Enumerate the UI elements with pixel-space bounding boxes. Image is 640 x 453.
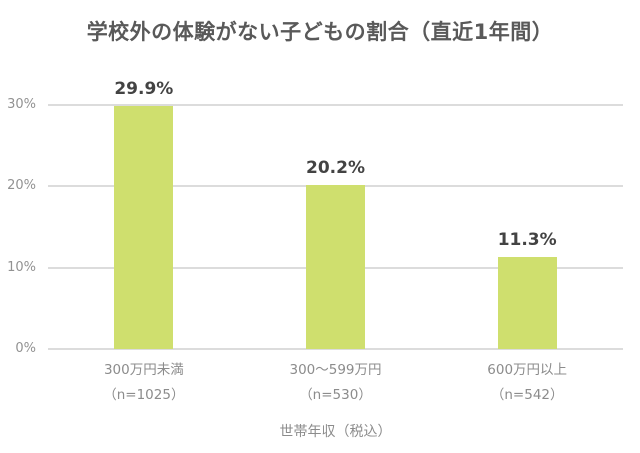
gridline (48, 104, 623, 106)
y-axis-tick-label: 20% (7, 178, 36, 194)
bar (114, 105, 174, 349)
bar (306, 184, 365, 349)
bar-value-label: 11.3% (497, 230, 557, 251)
bar-slot: 20.2% (240, 0, 432, 349)
plot-area: 29.9% 20.2% 11.3% (48, 0, 623, 349)
category-label: 300〜599万円 (289, 362, 382, 378)
category-label-group: 300万円未満 （n=1025） (48, 358, 240, 408)
category-label-group: 300〜599万円 （n=530） (240, 358, 432, 408)
y-axis-tick-label: 30% (7, 97, 36, 112)
bar-value-label: 20.2% (306, 157, 365, 178)
category-sublabel: （n=530） (299, 387, 372, 403)
x-axis-title: 世帯年収（税込） (279, 424, 392, 440)
category-sublabel: （n=1025） (103, 387, 185, 403)
gridline (48, 348, 623, 350)
category-label-group: 600万円以上 （n=542） (431, 358, 623, 408)
y-axis-tick-label: 0% (15, 341, 36, 356)
x-axis-category-labels: 300万円未満 （n=1025） 300〜599万円 （n=530） 600万円以上 （n… (48, 358, 623, 408)
bar-value-label: 29.9% (114, 78, 174, 99)
category-label: 300万円未満 (103, 362, 184, 378)
bar-slot: 29.9% (48, 0, 240, 349)
bar (497, 257, 557, 349)
bar-slot: 11.3% (431, 0, 623, 349)
y-axis-tick-label: 10% (7, 259, 36, 275)
category-sublabel: （n=542） (490, 387, 564, 403)
category-label: 600万円以上 (487, 362, 568, 378)
chart-title: 学校外の体験がない子どもの割合（直近1年間） (86, 20, 554, 44)
